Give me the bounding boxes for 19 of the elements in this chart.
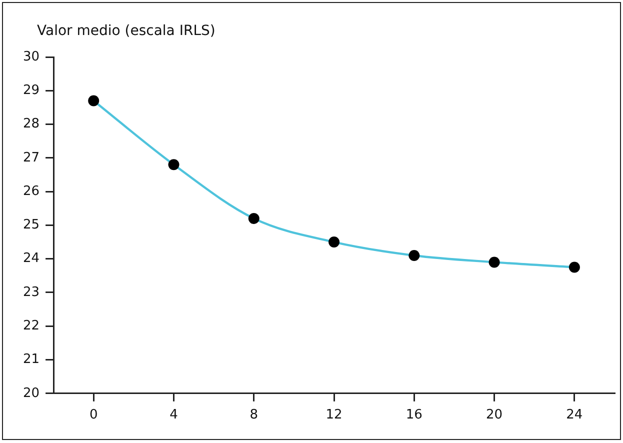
y-tick-label: 24 [22, 251, 40, 266]
y-tick-label: 28 [22, 116, 40, 132]
y-axis-title: Valor medio (escala IRLS) [37, 23, 216, 39]
x-tick-label: 0 [89, 408, 98, 423]
x-tick-label: 24 [566, 408, 583, 423]
x-tick-label: 20 [486, 408, 503, 423]
y-tick-label: 25 [22, 218, 40, 233]
x-tick-label: 4 [170, 408, 178, 423]
x-tick-label: 12 [326, 408, 342, 423]
y-tick-label: 26 [22, 184, 40, 199]
y-tick-label: 23 [22, 284, 40, 300]
y-tick-label: 21 [22, 352, 40, 368]
y-tick-label: 27 [22, 150, 40, 166]
y-tick-label: 30 [22, 49, 40, 64]
x-tick-label: 16 [406, 408, 422, 423]
y-tick-label: 29 [22, 83, 40, 98]
y-tick-label: 20 [22, 386, 40, 401]
x-tick-label: 8 [250, 408, 258, 423]
y-tick-label: 22 [22, 318, 40, 334]
